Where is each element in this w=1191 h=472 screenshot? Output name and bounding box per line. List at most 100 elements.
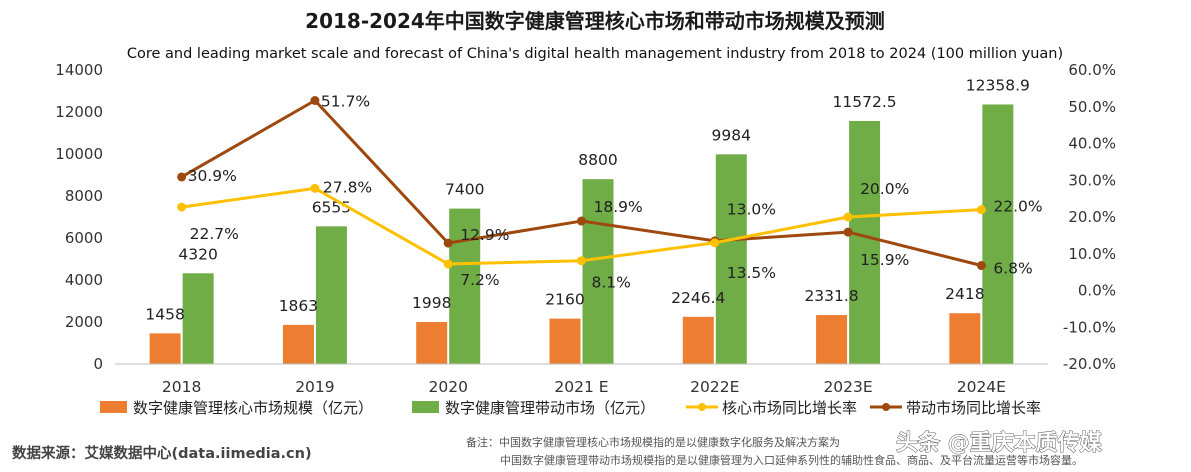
left-tick-label: 0 bbox=[93, 355, 103, 373]
core-bar-label: 2418 bbox=[945, 285, 984, 303]
legend-label: 核心市场同比增长率 bbox=[722, 399, 857, 417]
core-market-bar bbox=[949, 313, 981, 364]
legend-marker bbox=[698, 403, 706, 411]
legend-swatch bbox=[100, 401, 127, 413]
left-axis: 0 2000 4000 6000 8000 10000 12000 14000 bbox=[55, 61, 103, 373]
right-tick-label: 10.0% bbox=[1068, 245, 1116, 263]
leading-market-bar bbox=[849, 120, 881, 364]
leading-growth-point bbox=[976, 261, 986, 271]
core-growth-label: 20.0% bbox=[860, 180, 909, 198]
leading-bar-label: 4320 bbox=[178, 245, 217, 263]
leading-growth-point bbox=[843, 227, 853, 237]
core-growth-point bbox=[310, 183, 320, 193]
legend-label: 带动市场同比增长率 bbox=[906, 399, 1041, 417]
leading-market-bar bbox=[715, 154, 747, 364]
leading-bar-label: 6555 bbox=[312, 198, 351, 216]
bars bbox=[149, 104, 1014, 364]
leading-market-bar bbox=[182, 273, 214, 364]
leading-bar-label: 8800 bbox=[578, 151, 617, 169]
source-text: 数据来源：艾媒数据中心(data.iimedia.cn) bbox=[12, 444, 312, 462]
core-growth-label: 13.0% bbox=[727, 201, 776, 219]
chart-subtitle: Core and leading market scale and foreca… bbox=[127, 46, 1063, 62]
right-tick-label: 40.0% bbox=[1068, 135, 1116, 153]
core-growth-point bbox=[177, 202, 187, 212]
left-tick-label: 14000 bbox=[55, 61, 103, 79]
leading-growth-label: 51.7% bbox=[321, 93, 370, 111]
right-tick-label: 20.0% bbox=[1068, 208, 1116, 226]
x-tick-label: 2022E bbox=[690, 378, 739, 396]
chart-title: 2018-2024年中国数字健康管理核心市场和带动市场规模及预测 bbox=[305, 9, 885, 33]
left-tick-label: 8000 bbox=[65, 187, 103, 205]
core-market-bar bbox=[549, 318, 581, 364]
x-tick-label: 2020 bbox=[428, 378, 467, 396]
core-growth-label: 22.7% bbox=[190, 225, 239, 243]
leading-market-bar bbox=[315, 226, 347, 364]
core-bar-label: 2331.8 bbox=[804, 287, 858, 305]
core-bar-label: 2160 bbox=[545, 291, 584, 309]
right-tick-label: -10.0% bbox=[1063, 318, 1116, 336]
left-tick-label: 2000 bbox=[65, 313, 103, 331]
right-tick-label: -20.0% bbox=[1063, 355, 1116, 373]
legend-marker bbox=[882, 403, 890, 411]
leading-growth-point bbox=[177, 172, 187, 182]
core-bar-label: 1458 bbox=[145, 305, 184, 323]
bar-labels: 1458 1863 1998 2160 2246.4 2331.8 2418 4320 6555… bbox=[145, 76, 1029, 323]
right-tick-label: 50.0% bbox=[1068, 98, 1116, 116]
leading-growth-label: 12.9% bbox=[460, 226, 509, 244]
core-growth-label: 8.1% bbox=[592, 274, 631, 292]
core-bar-label: 1998 bbox=[412, 294, 451, 312]
core-growth-point bbox=[843, 212, 853, 222]
leading-growth-label: 15.9% bbox=[860, 251, 909, 269]
core-market-bar bbox=[816, 315, 848, 364]
core-market-bar bbox=[416, 322, 448, 364]
left-tick-label: 4000 bbox=[65, 271, 103, 289]
left-tick-label: 12000 bbox=[55, 103, 103, 121]
leading-growth-label: 30.9% bbox=[188, 167, 237, 185]
core-growth-point bbox=[577, 256, 586, 266]
right-tick-label: 60.0% bbox=[1068, 61, 1116, 79]
note-line-1: 备注：中国数字健康管理核心市场规模指的是以健康数字化服务及解决方案为 bbox=[466, 435, 840, 449]
core-bar-label: 2246.4 bbox=[671, 289, 725, 307]
core-bar-label: 1863 bbox=[279, 297, 318, 315]
core-growth-label: 27.8% bbox=[323, 178, 372, 196]
left-tick-label: 6000 bbox=[65, 229, 103, 247]
legend: 数字健康管理核心市场规模（亿元） 数字健康管理带动市场（亿元） 核心市场同比增长率 带… bbox=[100, 399, 1041, 417]
leading-market-bar bbox=[982, 104, 1014, 364]
leading-growth-point bbox=[443, 238, 453, 248]
note-line-2: 中国数字健康管理带动市场规模指的是以健康管理为入口延伸系列性的辅助性食品、商品、… bbox=[500, 453, 1083, 467]
core-growth-point bbox=[710, 238, 720, 248]
core-growth-label: 7.2% bbox=[460, 271, 499, 289]
leading-growth-point bbox=[577, 216, 586, 226]
x-tick-label: 2021 E bbox=[554, 378, 608, 396]
leading-growth-label: 6.8% bbox=[993, 260, 1032, 278]
legend-swatch bbox=[412, 401, 439, 413]
leading-growth-point bbox=[310, 96, 320, 106]
x-tick-label: 2023E bbox=[823, 378, 872, 396]
core-market-bar bbox=[282, 324, 314, 364]
core-market-bar bbox=[682, 316, 714, 364]
right-tick-label: 0.0% bbox=[1078, 282, 1116, 300]
line-labels: 22.7% 27.8% 7.2% 8.1% 13.0% 20.0% 22.0% 30.9% 51… bbox=[188, 93, 1043, 292]
right-tick-label: 30.0% bbox=[1068, 171, 1116, 189]
x-tick-label: 2024E bbox=[957, 378, 1006, 396]
x-axis: 2018 2019 2020 2021 E 2022E 2023E 2024E bbox=[115, 363, 1048, 396]
leading-bar-label: 9984 bbox=[712, 126, 751, 144]
core-growth-label: 22.0% bbox=[993, 198, 1042, 216]
leading-market-bar bbox=[582, 179, 614, 364]
watermark: 头条 @重庆本质传媒 bbox=[896, 430, 1103, 456]
legend-label: 数字健康管理核心市场规模（亿元） bbox=[133, 399, 373, 417]
legend-label: 数字健康管理带动市场（亿元） bbox=[445, 399, 655, 417]
leading-growth-label: 13.5% bbox=[727, 264, 776, 282]
core-growth-point bbox=[976, 205, 986, 215]
leading-bar-label: 7400 bbox=[445, 181, 484, 199]
core-growth-point bbox=[443, 259, 453, 269]
right-axis: -20.0% -10.0% 0.0% 10.0% 20.0% 30.0% 40.0% 50.0… bbox=[1063, 61, 1116, 373]
core-market-bar bbox=[149, 333, 181, 364]
leading-bar-label: 12358.9 bbox=[966, 76, 1030, 94]
lines bbox=[177, 96, 986, 271]
leading-growth-label: 18.9% bbox=[594, 198, 643, 216]
leading-bar-label: 11572.5 bbox=[833, 93, 897, 111]
x-tick-label: 2018 bbox=[162, 378, 201, 396]
left-tick-label: 10000 bbox=[55, 145, 103, 163]
